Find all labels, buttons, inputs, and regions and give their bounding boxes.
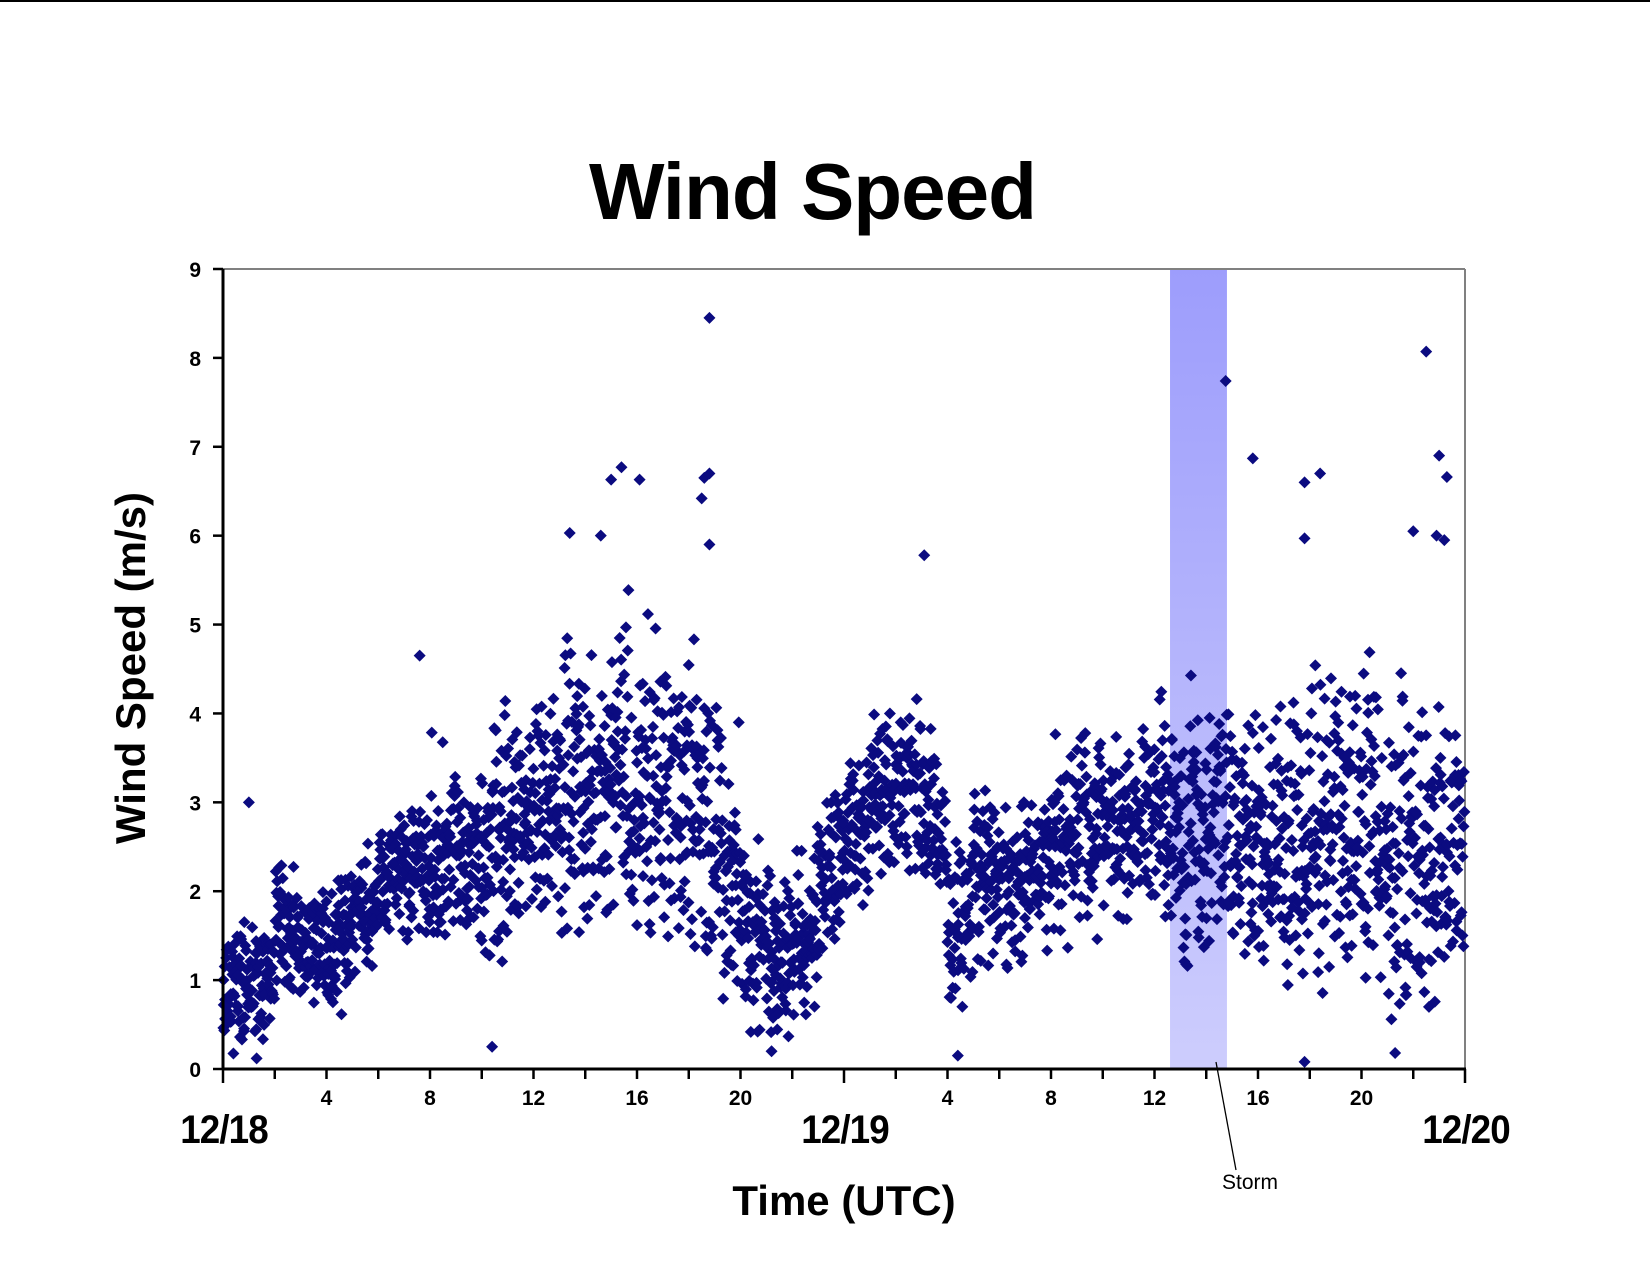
storm-band bbox=[1170, 269, 1227, 1069]
y-tick-label: 1 bbox=[189, 970, 201, 993]
plot-frame bbox=[223, 268, 1466, 1069]
x-tick-label: 4 bbox=[321, 1087, 333, 1110]
x-tick-label: 12 bbox=[522, 1087, 545, 1110]
top-rule bbox=[0, 0, 1650, 2]
x-tick-label: 16 bbox=[625, 1087, 648, 1110]
y-tick-label: 2 bbox=[189, 881, 201, 904]
y-axis-ticks: 0 1 2 3 4 5 6 7 8 9 bbox=[189, 259, 223, 1082]
y-tick-label: 4 bbox=[189, 703, 201, 726]
y-tick-label: 5 bbox=[189, 615, 201, 638]
x-tick-label: 8 bbox=[1045, 1087, 1057, 1110]
storm-leader-line bbox=[1215, 1061, 1237, 1171]
y-tick-label: 8 bbox=[189, 348, 201, 371]
x-tick-label: 16 bbox=[1246, 1087, 1269, 1110]
storm-annotation-label: Storm bbox=[1222, 1171, 1279, 1194]
x-tick-label: 20 bbox=[1350, 1087, 1373, 1110]
y-tick-label: 3 bbox=[189, 792, 201, 815]
x-tick-label: 12 bbox=[1143, 1087, 1166, 1110]
y-tick-label: 0 bbox=[189, 1059, 201, 1082]
x-tick-label: 4 bbox=[942, 1087, 954, 1110]
x-tick-label: 20 bbox=[729, 1087, 752, 1110]
date-label-mid: 12/19 bbox=[801, 1108, 889, 1152]
x-tick-label: 8 bbox=[424, 1087, 436, 1110]
y-tick-label: 7 bbox=[189, 437, 201, 460]
data-points bbox=[217, 311, 1471, 1068]
y-tick-label: 9 bbox=[189, 259, 201, 282]
chart-title: Wind Speed bbox=[588, 147, 1037, 236]
axes bbox=[221, 269, 1466, 1071]
y-tick-label: 6 bbox=[189, 526, 201, 549]
date-label-start: 12/18 bbox=[180, 1108, 268, 1152]
x-axis-ticks: 4 8 12 16 20 4 8 12 16 20 bbox=[221, 1069, 1467, 1110]
date-label-end: 12/20 bbox=[1422, 1108, 1510, 1152]
x-axis-label: Time (UTC) bbox=[732, 1177, 956, 1224]
